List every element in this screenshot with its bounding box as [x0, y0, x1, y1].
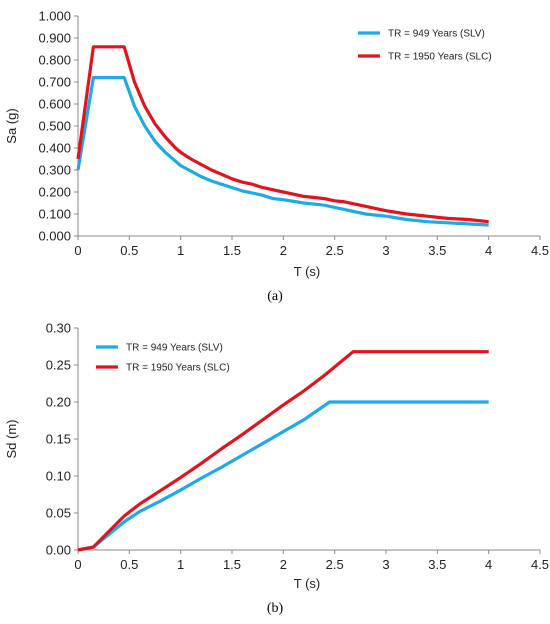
x-tick-label: 2	[280, 243, 287, 258]
y-tick-label: 0.100	[38, 207, 71, 222]
x-axis-title: T (s)	[294, 576, 320, 591]
series-line-slv	[76, 76, 489, 227]
y-axis-title: Sd (m)	[4, 420, 19, 459]
series-line-slv	[77, 400, 489, 552]
y-tick-label: 0.25	[46, 358, 71, 373]
legend: TR = 949 Years (SLV) TR = 1950 Years (SLC…	[96, 343, 230, 374]
x-tick-label: 1	[177, 557, 184, 572]
y-tick-label: 0.300	[38, 163, 71, 178]
legend-label-slc: TR = 1950 Years (SLC)	[388, 52, 492, 63]
x-tick-label: 3.5	[428, 557, 446, 572]
series-line-slc	[76, 45, 489, 224]
x-tick-label: 2	[280, 557, 287, 572]
y-tick-label: 1.000	[38, 9, 71, 24]
x-tick-label: 2.5	[326, 557, 344, 572]
series-line-slc	[77, 350, 489, 552]
y-tick-label: 0.15	[46, 432, 71, 447]
y-tick-label: 0.000	[38, 229, 71, 244]
y-tick-label: 0.10	[46, 469, 71, 484]
legend-label-slv: TR = 949 Years (SLV)	[388, 29, 485, 40]
x-tick-label: 0	[74, 243, 81, 258]
x-tick-label: 4.5	[531, 243, 549, 258]
x-tick-label: 1.5	[223, 243, 241, 258]
x-tick-label: 4	[485, 557, 492, 572]
y-tick-label: 0.900	[38, 31, 71, 46]
y-tick-label: 0.20	[46, 395, 71, 410]
x-tick-label: 4	[485, 243, 492, 258]
legend-label-slc: TR = 1950 Years (SLC)	[126, 363, 230, 374]
y-tick-label: 0.05	[46, 506, 71, 521]
x-tick-label: 4.5	[531, 557, 549, 572]
x-tick-label: 3	[382, 243, 389, 258]
x-tick-label: 2.5	[326, 243, 344, 258]
legend-label-slv: TR = 949 Years (SLV)	[126, 343, 223, 354]
chart-panel-b: 0.00 0.05 0.10 0.15 0.20 0.25 0.30 0 0.5 1 1.5 2 2.5…	[4, 321, 549, 617]
x-tick-label: 3	[382, 557, 389, 572]
y-tick-label: 0.500	[38, 119, 71, 134]
x-tick-label: 0.5	[120, 243, 138, 258]
x-tick-label: 1.5	[223, 557, 241, 572]
y-tick-label: 0.800	[38, 53, 71, 68]
panel-label: (a)	[267, 289, 283, 304]
panel-label: (b)	[267, 601, 284, 616]
x-axis-title: T (s)	[294, 264, 320, 279]
y-tick-label: 0.600	[38, 97, 71, 112]
y-tick-label: 0.00	[46, 543, 71, 558]
chart-panel-a: 0.000 0.100 0.200 0.300 0.400 0.500 0.600 0.700…	[4, 9, 549, 305]
y-tick-label: 0.30	[46, 321, 71, 336]
y-tick-label: 0.400	[38, 141, 71, 156]
x-tick-label: 0	[74, 557, 81, 572]
x-tick-label: 0.5	[120, 557, 138, 572]
y-tick-label: 0.700	[38, 75, 71, 90]
legend: TR = 949 Years (SLV) TR = 1950 Years (SLC…	[358, 29, 492, 63]
x-tick-label: 1	[177, 243, 184, 258]
y-axis-title: Sa (g)	[4, 108, 19, 143]
x-tick-label: 3.5	[428, 243, 446, 258]
y-tick-label: 0.200	[38, 185, 71, 200]
